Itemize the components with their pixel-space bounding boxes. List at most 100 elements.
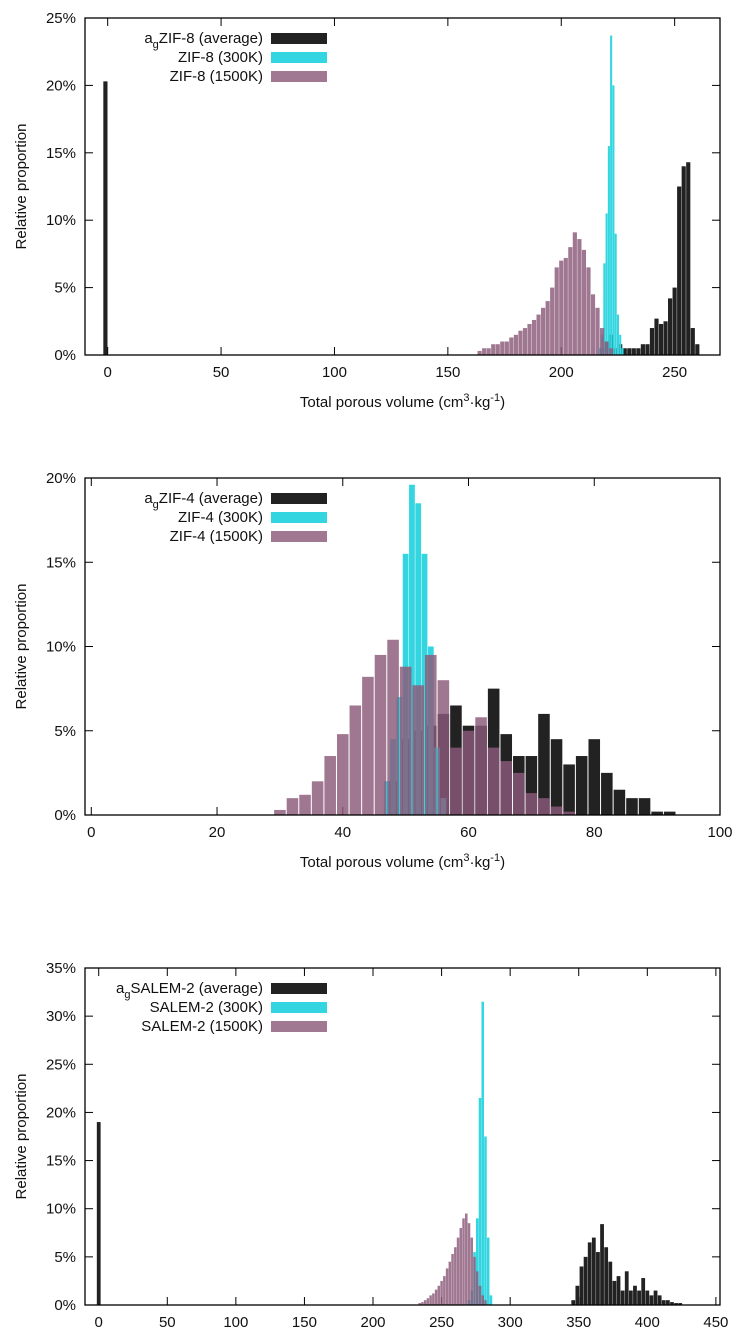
bar xyxy=(448,1261,452,1305)
bar xyxy=(349,705,362,815)
bar xyxy=(513,772,525,815)
bar xyxy=(536,314,541,355)
bar xyxy=(653,1290,658,1305)
bar xyxy=(681,166,686,355)
x-tick-label: 400 xyxy=(635,1314,660,1331)
bar xyxy=(500,341,505,355)
bar xyxy=(421,553,428,815)
y-tick-label: 20% xyxy=(46,77,76,94)
bar xyxy=(456,1237,460,1305)
y-tick-label: 10% xyxy=(46,639,76,656)
bar xyxy=(489,1295,493,1305)
bar xyxy=(614,233,617,355)
y-axis-label: Relative proportion xyxy=(13,124,30,250)
bar xyxy=(374,654,387,815)
bar xyxy=(299,794,311,815)
x-tick-label: 80 xyxy=(586,824,603,841)
bar xyxy=(478,1097,482,1305)
bar xyxy=(645,344,650,355)
bar xyxy=(645,1290,650,1305)
bar xyxy=(607,146,610,355)
bar xyxy=(609,348,614,355)
bar xyxy=(425,654,437,815)
bar xyxy=(579,1266,584,1305)
x-tick-label: 50 xyxy=(159,1314,176,1331)
bar xyxy=(478,1285,482,1305)
x-tick-label: 0 xyxy=(95,1314,103,1331)
bar xyxy=(103,81,108,355)
bar xyxy=(486,1237,490,1305)
bar xyxy=(451,1253,454,1305)
bar xyxy=(637,1290,641,1305)
bar xyxy=(434,1289,438,1305)
bar xyxy=(575,1285,580,1305)
panel: 0% 5% 10% 15% 20% 25% 30% 35% 0 50 100 150 200 250 300… xyxy=(13,960,728,1331)
bar xyxy=(443,1276,446,1305)
bar xyxy=(554,267,559,355)
legend-swatch xyxy=(271,71,327,82)
legend-label: agZIF-8 (average) xyxy=(144,30,263,51)
bar xyxy=(686,162,691,355)
bar xyxy=(591,1237,596,1305)
bar xyxy=(595,307,600,355)
x-tick-label: 150 xyxy=(435,364,460,381)
bar xyxy=(627,348,632,355)
bar xyxy=(286,798,299,815)
bar xyxy=(396,697,403,815)
bar-series xyxy=(418,1213,487,1305)
bar-series xyxy=(274,639,575,815)
bar xyxy=(482,348,487,355)
y-tick-label: 20% xyxy=(46,1104,76,1121)
bar xyxy=(651,811,663,815)
bar xyxy=(638,798,651,815)
y-tick-label: 25% xyxy=(46,1056,76,1073)
plot-frame xyxy=(84,967,721,1306)
bar xyxy=(432,1293,435,1305)
bar xyxy=(624,1271,629,1305)
x-tick-label: 100 xyxy=(223,1314,248,1331)
bar xyxy=(495,344,500,355)
x-tick-label: 60 xyxy=(460,824,477,841)
legend-label: ZIF-4 (1500K) xyxy=(170,528,263,545)
bar xyxy=(462,730,475,815)
bar xyxy=(608,1261,613,1305)
y-tick-label: 5% xyxy=(54,723,76,740)
bar xyxy=(604,341,609,355)
bar xyxy=(658,323,664,355)
y-tick-label: 0% xyxy=(54,807,76,824)
y-tick-label: 25% xyxy=(46,10,76,27)
bar xyxy=(657,1295,662,1305)
bar xyxy=(600,1224,604,1305)
bar xyxy=(545,301,550,355)
bar xyxy=(481,1001,484,1305)
y-tick-label: 0% xyxy=(54,1297,76,1314)
bar xyxy=(96,1122,101,1305)
bar xyxy=(598,348,601,355)
legend-label: ZIF-4 (300K) xyxy=(178,509,263,526)
bar xyxy=(605,213,608,355)
bar xyxy=(677,186,682,355)
bar xyxy=(434,747,440,815)
bar xyxy=(621,348,624,355)
bar-series xyxy=(103,81,700,355)
bar xyxy=(550,806,563,815)
x-tick-label: 250 xyxy=(429,1314,454,1331)
bar xyxy=(633,1285,637,1305)
bar xyxy=(509,337,514,355)
bar xyxy=(454,1247,457,1305)
bar xyxy=(575,756,588,815)
panel: 0% 5% 10% 15% 20% 0 20 40 60 80 100 agZIF-4 (averag… xyxy=(13,470,733,871)
bar xyxy=(518,330,523,355)
bar-series xyxy=(598,35,624,356)
bar xyxy=(616,314,619,355)
bar xyxy=(577,239,582,355)
x-tick-label: 300 xyxy=(498,1314,523,1331)
bar xyxy=(628,1290,633,1305)
bar xyxy=(450,747,462,815)
x-tick-label: 100 xyxy=(707,824,732,841)
bar xyxy=(487,747,500,815)
legend-swatch xyxy=(271,1021,327,1032)
legend-label: agSALEM-2 (average) xyxy=(116,980,263,1001)
bar xyxy=(525,756,538,815)
bar xyxy=(649,328,655,355)
